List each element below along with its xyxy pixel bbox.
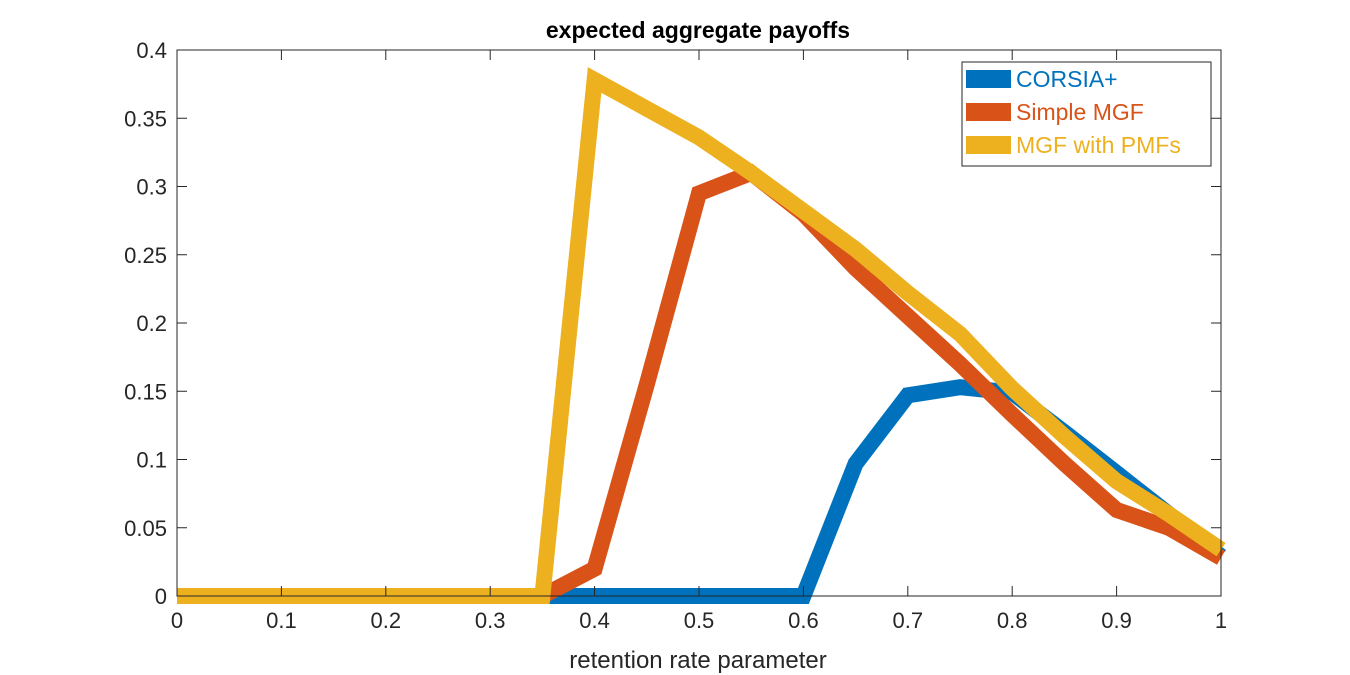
x-tick-label: 0.7 [893, 608, 924, 633]
x-tick-label: 0.8 [997, 608, 1028, 633]
legend-entry-label: Simple MGF [1016, 99, 1144, 125]
x-tick-label: 0.9 [1101, 608, 1132, 633]
x-tick-label: 0.2 [371, 608, 402, 633]
y-tick-label: 0.35 [124, 106, 167, 131]
x-tick-label: 0.5 [684, 608, 715, 633]
y-tick-label: 0.05 [124, 516, 167, 541]
legend-entry-label: CORSIA+ [1016, 66, 1118, 92]
y-tick-label: 0 [155, 584, 167, 609]
y-tick-label: 0.3 [136, 175, 167, 200]
legend-swatch [966, 103, 1011, 121]
legend: CORSIA+ Simple MGF MGF with PMFs [961, 61, 1212, 167]
x-tick-label: 1 [1215, 608, 1227, 633]
legend-swatch [966, 70, 1011, 88]
y-tick-label: 0.4 [136, 38, 167, 63]
y-tick-label: 0.15 [124, 379, 167, 404]
y-tick-label: 0.2 [136, 311, 167, 336]
chart-title: expected aggregate payoffs [546, 17, 850, 43]
legend-entry-label: MGF with PMFs [1016, 132, 1181, 158]
x-tick-label: 0.4 [579, 608, 610, 633]
x-tick-label: 0 [171, 608, 183, 633]
legend-swatch [966, 136, 1011, 154]
y-tick-label: 0.1 [136, 448, 167, 473]
x-tick-label: 0.3 [475, 608, 506, 633]
x-tick-label: 0.6 [788, 608, 819, 633]
x-tick-label: 0.1 [266, 608, 297, 633]
x-axis-label: retention rate parameter [569, 647, 826, 674]
y-tick-label: 0.25 [124, 243, 167, 268]
